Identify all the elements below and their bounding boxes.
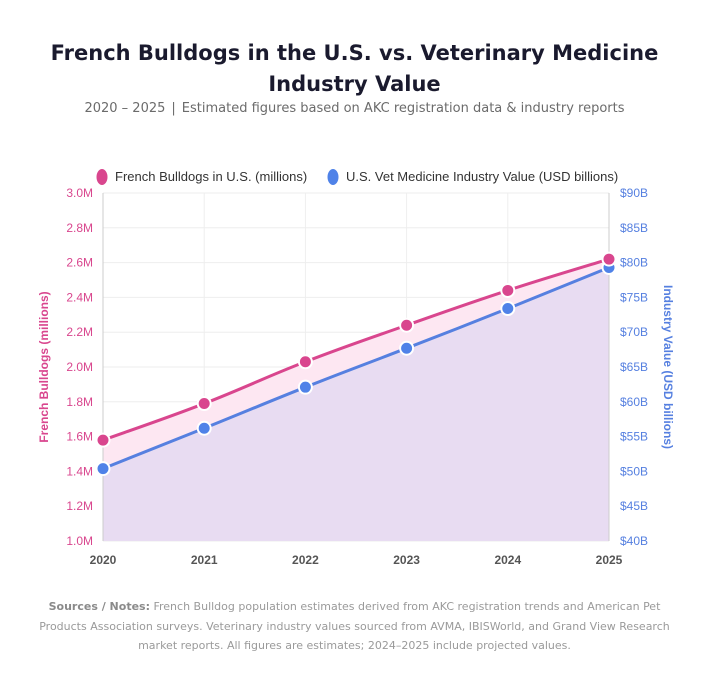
legend-bulldogs-marker <box>96 169 108 185</box>
vet-data-point <box>196 420 212 436</box>
vet-area-fill <box>103 267 609 541</box>
y-right-tick-label: $85B <box>620 221 648 235</box>
bulldogs-data-point <box>95 432 111 448</box>
y-left-tick-label: 2.6M <box>66 256 93 270</box>
bulldogs-data-point <box>601 251 617 267</box>
y-left-tick-label: 1.6M <box>66 430 93 444</box>
legend: French Bulldogs in U.S. (millions) U.S. V… <box>96 169 618 185</box>
y-right-axis-title: Industry Value (USD billions) <box>661 285 675 449</box>
line-chart: 1.0M 1.2M 1.4M 1.6M 1.8M 2.0M 2.2M 2.4M 2.6M 2.8M… <box>37 169 675 567</box>
y-right-tick-label: $70B <box>620 325 648 339</box>
y-left-tick-label: 2.2M <box>66 325 93 339</box>
x-tick-label: 2023 <box>393 553 420 567</box>
legend-vet-label: U.S. Vet Medicine Industry Value (USD bi… <box>346 169 618 184</box>
y-right-tick-label: $65B <box>620 360 648 374</box>
y-left-axis-title: French Bulldogs (millions) <box>37 291 51 442</box>
y-left-tick-label: 2.8M <box>66 221 93 235</box>
chart-title: French Bulldogs in the U.S. vs. Veterina… <box>50 41 659 96</box>
y-right-tick-label: $55B <box>620 430 648 444</box>
y-left-tick-label: 1.4M <box>66 464 93 478</box>
subtitle-years: 2020 – 2025 <box>84 101 166 116</box>
x-tick-label: 2020 <box>90 553 117 567</box>
y-left-tick-label: 2.4M <box>66 290 93 304</box>
bulldogs-data-point <box>399 317 415 333</box>
y-left-tick-label: 1.0M <box>66 534 93 548</box>
y-right-tick-label: $75B <box>620 290 648 304</box>
subtitle-text: Estimated figures based on AKC registrat… <box>181 101 625 116</box>
legend-vet-marker <box>327 169 339 185</box>
y-right-tick-label: $50B <box>620 464 648 478</box>
bulldogs-data-point <box>500 282 516 298</box>
y-left-tick-label: 3.0M <box>66 186 93 200</box>
vet-data-point <box>95 461 111 477</box>
vet-data-point <box>399 340 415 356</box>
subtitle-separator: | <box>171 101 176 116</box>
vet-data-point <box>500 301 516 317</box>
y-right-tick-label: $90B <box>620 186 648 200</box>
y-right-tick-label: $80B <box>620 256 648 270</box>
x-tick-label: 2021 <box>191 553 218 567</box>
y-left-tick-label: 1.8M <box>66 395 93 409</box>
bulldogs-data-point <box>196 396 212 412</box>
y-left-tick-label: 2.0M <box>66 360 93 374</box>
x-tick-label: 2022 <box>292 553 319 567</box>
notes-label: Sources / Notes: <box>48 600 150 613</box>
legend-bulldogs-label: French Bulldogs in U.S. (millions) <box>115 169 307 184</box>
bulldogs-data-point <box>297 354 313 370</box>
y-left-tick-label: 1.2M <box>66 499 93 513</box>
x-tick-label: 2025 <box>596 553 623 567</box>
y-right-tick-label: $40B <box>620 534 648 548</box>
notes-text: French Bulldog population estimates deri… <box>39 600 670 652</box>
vet-series-line <box>102 266 610 471</box>
chart-subtitle: 2020 – 2025 | Estimated figures based on A… <box>0 101 709 116</box>
y-right-tick-label: $45B <box>620 499 648 513</box>
bulldogs-series-line <box>102 257 610 442</box>
sources-notes: Sources / Notes: French Bulldog populati… <box>30 597 679 656</box>
y-right-tick-label: $60B <box>620 395 648 409</box>
x-tick-label: 2024 <box>494 553 521 567</box>
vet-data-point <box>297 379 313 395</box>
